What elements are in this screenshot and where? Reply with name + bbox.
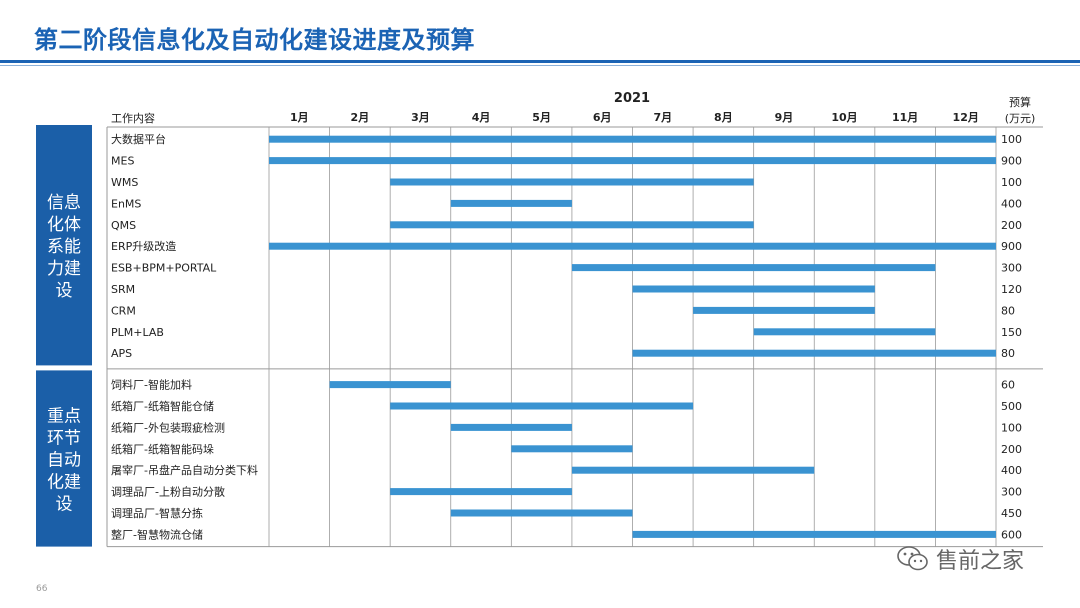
- task-name: ERP升级改造: [111, 239, 176, 253]
- task-name: 整厂-智慧物流仓储: [111, 527, 203, 541]
- group-box: [36, 125, 92, 366]
- task-bar: [632, 530, 996, 538]
- group-label: 信息: [47, 193, 81, 213]
- task-budget: 200: [1001, 443, 1022, 456]
- budget-column-header: 预算: [1009, 95, 1031, 109]
- month-label: 7月: [653, 111, 672, 124]
- group-label: 力建: [47, 259, 81, 279]
- task-bar: [511, 445, 633, 453]
- month-label: 2月: [351, 111, 370, 124]
- task-name: 纸箱厂-外包装瑕疵检测: [111, 420, 225, 434]
- task-name: ESB+BPM+PORTAL: [111, 262, 217, 275]
- task-bar: [450, 423, 572, 431]
- group-box: [36, 370, 92, 547]
- task-budget: 900: [1001, 155, 1022, 168]
- month-label: 10月: [831, 111, 857, 124]
- month-label: 4月: [472, 111, 491, 124]
- task-budget: 100: [1001, 176, 1022, 189]
- task-name: APS: [111, 347, 132, 360]
- task-name: MES: [111, 155, 134, 168]
- task-name: 调理品厂-上粉自动分散: [111, 485, 225, 499]
- task-budget: 300: [1001, 486, 1022, 499]
- task-name: QMS: [111, 219, 136, 232]
- task-bar: [269, 157, 996, 165]
- task-budget: 80: [1001, 347, 1015, 360]
- task-bar: [390, 402, 694, 410]
- task-budget: 100: [1001, 133, 1022, 146]
- task-bar: [269, 135, 996, 143]
- task-name: 大数据平台: [111, 132, 166, 146]
- task-budget: 100: [1001, 421, 1022, 434]
- task-rows: 大数据平台 100 MES 900 WMS 100 EnMS 400 QMS 200 ERP升级改造…: [111, 132, 1022, 541]
- task-budget: 60: [1001, 379, 1015, 392]
- task-bar: [450, 509, 633, 517]
- task-name: PLM+LAB: [111, 326, 164, 339]
- page-number: 66: [36, 584, 48, 594]
- task-bar: [571, 466, 815, 474]
- month-label: 9月: [775, 111, 794, 124]
- group-label: 重点: [47, 407, 81, 427]
- task-bar: [269, 242, 996, 250]
- group-label: 环节: [47, 429, 81, 449]
- task-name: WMS: [111, 176, 138, 189]
- task-name: SRM: [111, 283, 135, 296]
- month-label: 8月: [714, 111, 733, 124]
- watermark-text: 售前之家: [936, 549, 1025, 574]
- task-bar: [632, 349, 996, 357]
- month-label: 12月: [953, 111, 979, 124]
- task-bar: [450, 199, 572, 207]
- task-budget: 400: [1001, 464, 1022, 477]
- task-name: 纸箱厂-纸箱智能仓储: [111, 399, 214, 413]
- group-label: 自动: [47, 451, 81, 471]
- wechat-icon: [897, 546, 928, 571]
- page-title: 第二阶段信息化及自动化建设进度及预算: [34, 26, 475, 54]
- month-label: 1月: [290, 111, 309, 124]
- month-label: 5月: [532, 111, 551, 124]
- task-bar: [390, 178, 754, 186]
- task-bar: [390, 221, 754, 229]
- title-rule: [0, 60, 1080, 63]
- month-label: 6月: [593, 111, 612, 124]
- group-label: 化建: [47, 473, 81, 493]
- group-label: 系能: [47, 237, 81, 257]
- month-label: 11月: [892, 111, 918, 124]
- task-bar: [329, 381, 451, 389]
- task-budget: 400: [1001, 197, 1022, 210]
- task-budget: 300: [1001, 262, 1022, 275]
- task-budget: 80: [1001, 304, 1015, 317]
- budget-column-unit: (万元): [1005, 112, 1036, 125]
- task-name: EnMS: [111, 197, 141, 210]
- title-rule-thin: [0, 65, 1080, 66]
- task-budget: 150: [1001, 326, 1022, 339]
- group-label: 设: [56, 281, 73, 301]
- task-bar: [753, 328, 936, 336]
- task-budget: 450: [1001, 507, 1022, 520]
- watermark: 售前之家: [896, 543, 1024, 575]
- task-name: 纸箱厂-纸箱智能码垛: [111, 442, 214, 456]
- month-headers: 1月 2月 3月 4月 5月 6月 7月 8月 9月 10月 11月 12月: [290, 111, 979, 124]
- task-bar: [571, 264, 936, 272]
- year-label: 2021: [614, 91, 650, 106]
- task-name: 调理品厂-智慧分拣: [111, 506, 203, 520]
- task-budget: 900: [1001, 240, 1022, 253]
- group-label: 化体: [47, 215, 81, 235]
- task-name: 饲料厂-智能加料: [111, 378, 192, 392]
- group-label: 设: [56, 495, 73, 515]
- task-budget: 200: [1001, 219, 1022, 232]
- task-budget: 600: [1001, 528, 1022, 541]
- gantt-grid: [106, 126, 1043, 548]
- task-budget: 120: [1001, 283, 1022, 296]
- task-bar: [693, 306, 875, 314]
- task-bar: [390, 488, 572, 496]
- month-label: 3月: [411, 111, 430, 124]
- task-name: 屠宰厂-吊盘产品自动分类下料: [111, 463, 258, 477]
- task-column-header: 工作内容: [111, 111, 155, 125]
- task-name: CRM: [111, 304, 136, 317]
- task-bar: [632, 285, 875, 293]
- task-budget: 500: [1001, 400, 1022, 413]
